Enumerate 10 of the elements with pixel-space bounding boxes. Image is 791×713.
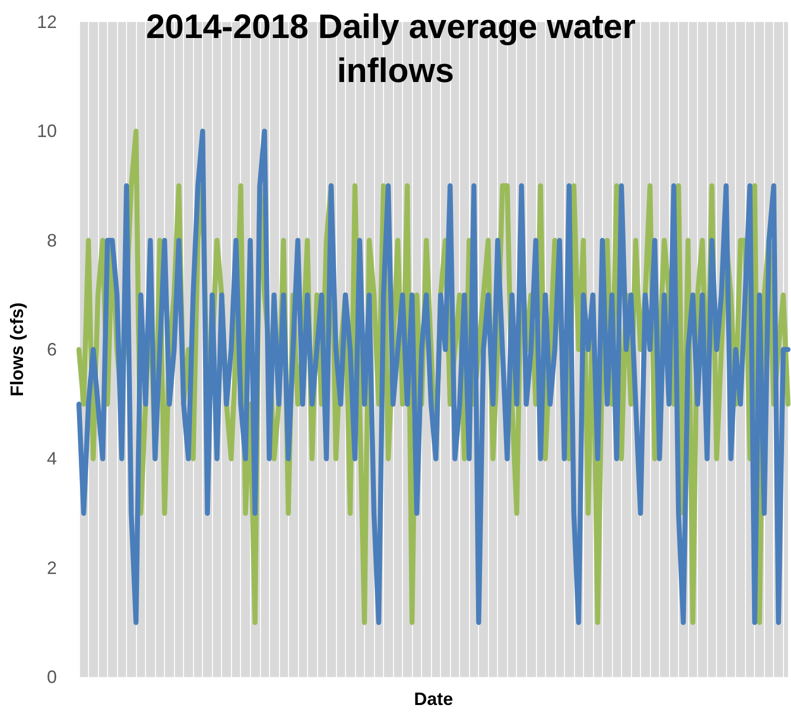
chart-title: 2014-2018 Daily average water inflows	[146, 8, 646, 90]
y-tick-label: 8	[46, 230, 57, 250]
y-axis-title: Flows (cfs)	[7, 302, 27, 397]
y-tick-label: 10	[36, 121, 57, 142]
y-tick-label: 2	[46, 558, 57, 578]
y-tick-label: 12	[36, 12, 57, 32]
x-axis-title: Date	[414, 689, 453, 709]
y-tick-label: 4	[46, 448, 57, 469]
y-tick-label: 6	[46, 340, 57, 360]
y-tick-label: 0	[46, 667, 57, 688]
